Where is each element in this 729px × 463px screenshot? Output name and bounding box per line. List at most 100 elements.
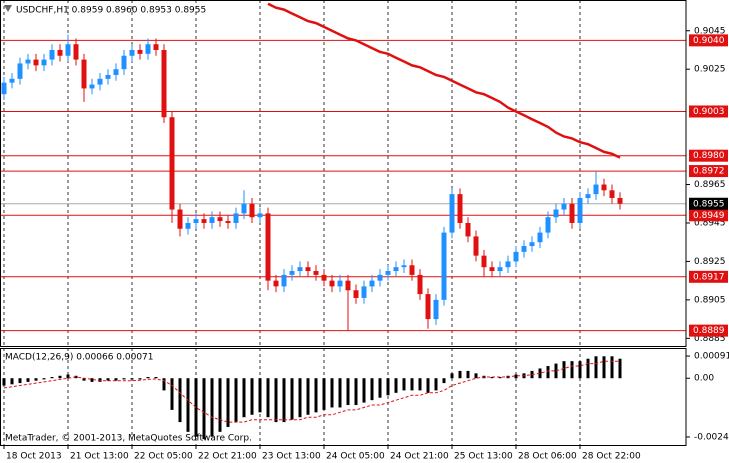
macd-bar (90, 378, 94, 382)
candle-body (193, 219, 199, 223)
candle-body (73, 44, 79, 60)
candle-body (321, 274, 327, 281)
candle-body (337, 280, 343, 287)
x-tick-label: 22 Oct 05:00 (134, 452, 193, 462)
candle-body (545, 217, 551, 233)
macd-plot (2, 356, 622, 440)
candle-body (521, 246, 527, 252)
candle-body (409, 265, 415, 275)
candle-body (113, 69, 119, 75)
candle-body (209, 217, 215, 223)
candle-body (457, 194, 463, 223)
macd-bar (570, 361, 574, 379)
macd-bar (258, 378, 262, 413)
macd-bar (322, 378, 326, 410)
candle-body (129, 49, 135, 56)
candle-body (345, 280, 351, 291)
macd-bar (330, 378, 334, 408)
level-label-box (689, 209, 728, 222)
candle-body (169, 117, 175, 210)
candle-body (537, 232, 543, 243)
macd-bar (538, 368, 542, 379)
candle-body (161, 49, 167, 118)
x-tick-label: 18 Oct 2013 (6, 452, 62, 462)
macd-bar (242, 378, 246, 418)
macd-bar (346, 378, 350, 406)
macd-bar (306, 378, 310, 415)
macd-bar (466, 370, 470, 379)
candle-body (529, 242, 535, 247)
level-label: 0.9003 (693, 107, 725, 117)
macd-bar (162, 378, 166, 391)
candle-body (313, 271, 319, 275)
candle-body (217, 217, 223, 222)
macd-bar (314, 378, 318, 413)
title-icon (4, 5, 12, 12)
macd-bar (26, 378, 30, 382)
macd-bar (66, 374, 70, 379)
level-label: 0.8917 (693, 272, 725, 282)
macd-bar (602, 356, 606, 379)
candle-body (305, 267, 311, 272)
macd-bar (618, 358, 622, 379)
candle-body (281, 274, 287, 287)
macd-bar (298, 378, 302, 418)
macd-bar (586, 358, 590, 379)
x-tick-label: 25 Oct 13:00 (454, 452, 513, 462)
candle-body (97, 78, 103, 85)
macd-bar (386, 378, 390, 396)
macd-bar (58, 375, 62, 379)
macd-bar (362, 378, 366, 403)
macd-bar (34, 378, 38, 381)
macd-bar (194, 378, 198, 437)
candle-body (433, 299, 439, 320)
macd-bar (202, 378, 206, 440)
level-label: 0.8949 (693, 211, 725, 221)
candle-body (401, 265, 407, 268)
y-tick-label: 0.8925 (694, 257, 726, 267)
level-label-box (689, 270, 728, 283)
macd-bar (562, 361, 566, 379)
candle-body (353, 290, 359, 298)
macd-bar (354, 378, 358, 406)
candle-body (377, 274, 383, 281)
macd-bar (434, 378, 438, 391)
level-label-box (689, 165, 728, 178)
macd-bar (218, 378, 222, 432)
axes-layer: 18 Oct 2013 21 Oct 13:00 22 Oct 05:00 22 Oc… (3, 26, 729, 462)
y-tick-label: 0.9025 (694, 65, 726, 75)
candle-body (65, 44, 71, 56)
macd-bar (170, 378, 174, 410)
macd-bar (42, 378, 46, 380)
macd-bar (338, 378, 342, 408)
macd-bar (426, 378, 430, 393)
macd-bar (290, 378, 294, 420)
candle-body (201, 219, 207, 223)
macd-bar (394, 378, 398, 393)
footer: MetaTrader, © 2001-2013, MetaQuotes Soft… (5, 434, 252, 444)
price-plot (0, 2, 686, 332)
macd-bar (178, 378, 182, 423)
macd-bar (450, 373, 454, 379)
level-label: 0.8972 (693, 167, 725, 177)
y-tick-label: 0.8945 (694, 218, 726, 228)
candle-body (361, 286, 367, 298)
candle-body (57, 49, 63, 56)
macd-bar (554, 363, 558, 379)
macd-bar (490, 377, 494, 379)
macd-bar (122, 378, 126, 380)
macd-bar (186, 378, 190, 432)
x-tick-label: 28 Oct 22:00 (582, 452, 641, 462)
candle-body (577, 197, 583, 223)
candle-body (617, 197, 623, 204)
macd-bar (546, 366, 550, 379)
macd-bar (370, 378, 374, 401)
signal-line (3, 360, 620, 423)
macd-bar (274, 378, 278, 423)
macd-bar (154, 377, 158, 379)
candle-body (185, 222, 191, 229)
x-tick-label: 21 Oct 13:00 (70, 452, 129, 462)
candle-body (265, 213, 271, 281)
y-tick-label: -0.00241 (694, 432, 729, 442)
